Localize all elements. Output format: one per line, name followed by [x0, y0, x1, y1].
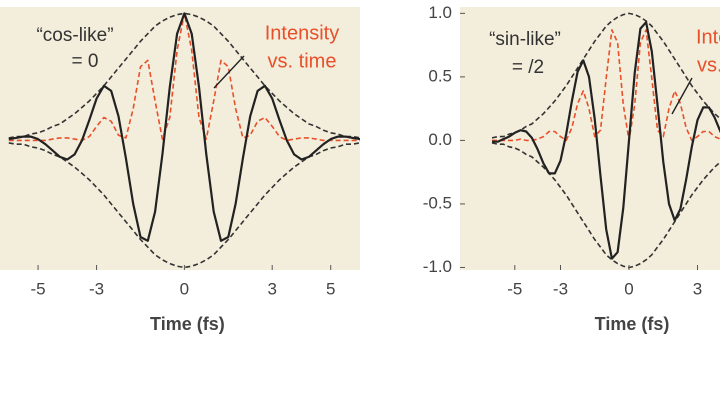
- annotation: “sin-like”: [489, 29, 561, 50]
- annotation: Intensity: [265, 22, 339, 44]
- x-tick-label: 5: [326, 279, 335, 298]
- x-tick-label: -3: [553, 279, 568, 298]
- x-tick-label: 3: [693, 279, 702, 298]
- plot-area: [8, 12, 360, 269]
- annotation: vs. time: [697, 54, 720, 76]
- x-axis-label: Time (fs): [150, 314, 225, 334]
- x-tick-label: -3: [89, 279, 104, 298]
- y-tick-label: -1.0: [423, 257, 452, 276]
- y-tick-label: -0.5: [423, 193, 452, 212]
- y-tick-label: 0.5: [428, 66, 452, 85]
- panel: -5 -3 0 3 -1.0 -0.5 0.0 0.5 1.0 Time (fs) “sin-lik…: [423, 3, 720, 334]
- annotation: Intensity: [696, 26, 720, 48]
- annotation: vs. time: [268, 50, 337, 72]
- x-axis-label: Time (fs): [595, 314, 670, 334]
- x-tick-label: 0: [180, 279, 189, 298]
- x-tick-label: 0: [624, 279, 633, 298]
- x-tick-label: -5: [507, 279, 522, 298]
- y-tick-label: 1.0: [428, 3, 452, 22]
- annotation: = 0: [72, 51, 99, 72]
- annotation-pointer: [213, 55, 245, 89]
- annotation-pointer: [671, 77, 693, 115]
- x-tick-label: 3: [267, 279, 276, 298]
- y-tick-label: 0.0: [428, 130, 452, 149]
- panel: -5 -3 0 3 5 Time (fs) “cos-like” = 0 Intensity vs…: [0, 7, 360, 334]
- dashed-curve: [491, 12, 720, 139]
- annotation: “cos-like”: [36, 25, 113, 46]
- x-tick-label: -5: [30, 279, 45, 298]
- curve: [8, 12, 360, 242]
- curve: [492, 21, 720, 260]
- annotation: = /2: [512, 57, 544, 78]
